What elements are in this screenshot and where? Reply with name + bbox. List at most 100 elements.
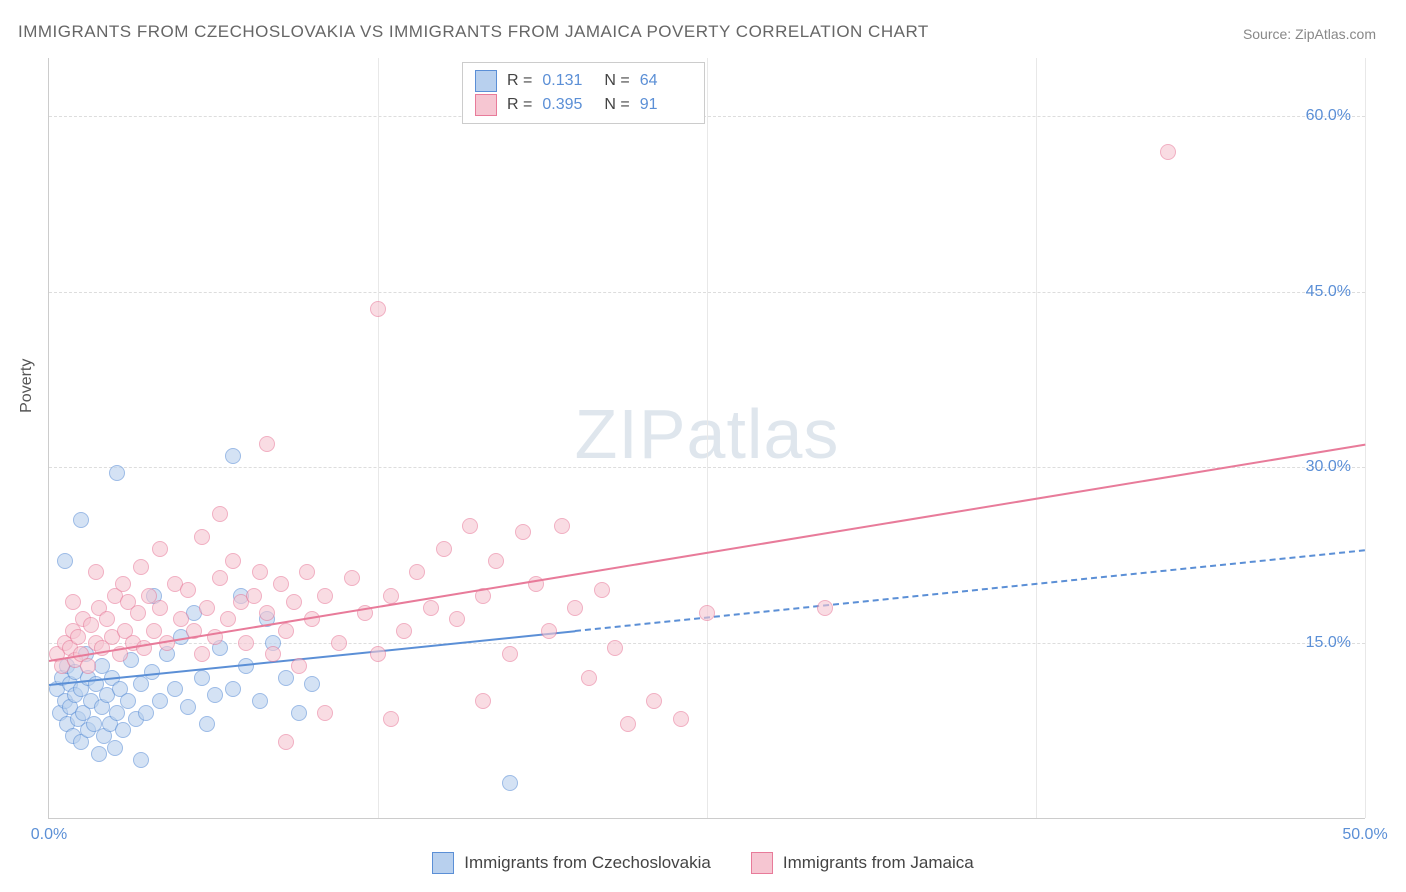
gridline — [378, 58, 379, 818]
data-point — [152, 693, 168, 709]
data-point — [475, 693, 491, 709]
data-point — [220, 611, 236, 627]
data-point — [194, 529, 210, 545]
series-legend: Immigrants from Czechoslovakia Immigrants… — [0, 852, 1406, 874]
legend-r-value: 0.131 — [542, 72, 594, 90]
legend-row: R =0.131N =64 — [475, 69, 692, 93]
data-point — [331, 635, 347, 651]
data-point — [65, 594, 81, 610]
data-point — [554, 518, 570, 534]
data-point — [167, 681, 183, 697]
data-point — [225, 681, 241, 697]
legend-n-label: N = — [604, 96, 629, 114]
data-point — [278, 623, 294, 639]
data-point — [152, 541, 168, 557]
legend-swatch — [751, 852, 773, 874]
data-point — [173, 611, 189, 627]
data-point — [225, 448, 241, 464]
data-point — [567, 600, 583, 616]
data-point — [199, 600, 215, 616]
data-point — [91, 746, 107, 762]
gridline — [1365, 58, 1366, 818]
data-point — [673, 711, 689, 727]
data-point — [502, 646, 518, 662]
y-tick-label: 45.0% — [1306, 283, 1351, 301]
data-point — [180, 582, 196, 598]
data-point — [115, 576, 131, 592]
data-point — [252, 564, 268, 580]
data-point — [138, 705, 154, 721]
y-tick-label: 60.0% — [1306, 107, 1351, 125]
data-point — [436, 541, 452, 557]
data-point — [423, 600, 439, 616]
legend-label: Immigrants from Czechoslovakia — [464, 853, 711, 873]
x-tick-label: 0.0% — [31, 826, 67, 844]
data-point — [259, 436, 275, 452]
data-point — [120, 693, 136, 709]
data-point — [212, 570, 228, 586]
data-point — [699, 605, 715, 621]
data-point — [246, 588, 262, 604]
data-point — [83, 617, 99, 633]
data-point — [581, 670, 597, 686]
data-point — [225, 553, 241, 569]
data-point — [194, 670, 210, 686]
data-point — [194, 646, 210, 662]
gridline — [707, 58, 708, 818]
y-tick-label: 15.0% — [1306, 634, 1351, 652]
data-point — [502, 775, 518, 791]
data-point — [180, 699, 196, 715]
data-point — [278, 670, 294, 686]
data-point — [304, 676, 320, 692]
legend-r-label: R = — [507, 96, 532, 114]
data-point — [462, 518, 478, 534]
data-point — [265, 646, 281, 662]
data-point — [370, 301, 386, 317]
data-point — [107, 740, 123, 756]
data-point — [273, 576, 289, 592]
gridline — [1036, 58, 1037, 818]
legend-item: Immigrants from Jamaica — [751, 852, 974, 874]
data-point — [146, 623, 162, 639]
data-point — [409, 564, 425, 580]
data-point — [299, 564, 315, 580]
data-point — [541, 623, 557, 639]
data-point — [317, 705, 333, 721]
data-point — [646, 693, 662, 709]
data-point — [383, 711, 399, 727]
data-point — [515, 524, 531, 540]
data-point — [109, 465, 125, 481]
chart-plot-area: ZIPatlas 15.0%30.0%45.0%60.0%0.0%50.0% — [48, 58, 1365, 819]
data-point — [594, 582, 610, 598]
data-point — [817, 600, 833, 616]
legend-swatch — [475, 70, 497, 92]
legend-n-value: 64 — [640, 72, 692, 90]
legend-label: Immigrants from Jamaica — [783, 853, 974, 873]
data-point — [133, 752, 149, 768]
source-label: Source: ZipAtlas.com — [1243, 26, 1376, 42]
data-point — [207, 687, 223, 703]
data-point — [396, 623, 412, 639]
data-point — [1160, 144, 1176, 160]
data-point — [620, 716, 636, 732]
data-point — [70, 629, 86, 645]
legend-n-value: 91 — [640, 96, 692, 114]
data-point — [130, 605, 146, 621]
data-point — [88, 564, 104, 580]
trend-line — [575, 549, 1365, 632]
legend-row: R =0.395N =91 — [475, 93, 692, 117]
legend-r-label: R = — [507, 72, 532, 90]
data-point — [115, 722, 131, 738]
data-point — [73, 512, 89, 528]
x-tick-label: 50.0% — [1342, 826, 1387, 844]
data-point — [57, 553, 73, 569]
correlation-legend: R =0.131N =64R =0.395N =91 — [462, 62, 705, 124]
data-point — [344, 570, 360, 586]
data-point — [291, 705, 307, 721]
data-point — [212, 506, 228, 522]
data-point — [449, 611, 465, 627]
y-axis-label: Poverty — [18, 359, 36, 413]
legend-swatch — [432, 852, 454, 874]
data-point — [317, 588, 333, 604]
chart-title: IMMIGRANTS FROM CZECHOSLOVAKIA VS IMMIGR… — [18, 22, 929, 42]
